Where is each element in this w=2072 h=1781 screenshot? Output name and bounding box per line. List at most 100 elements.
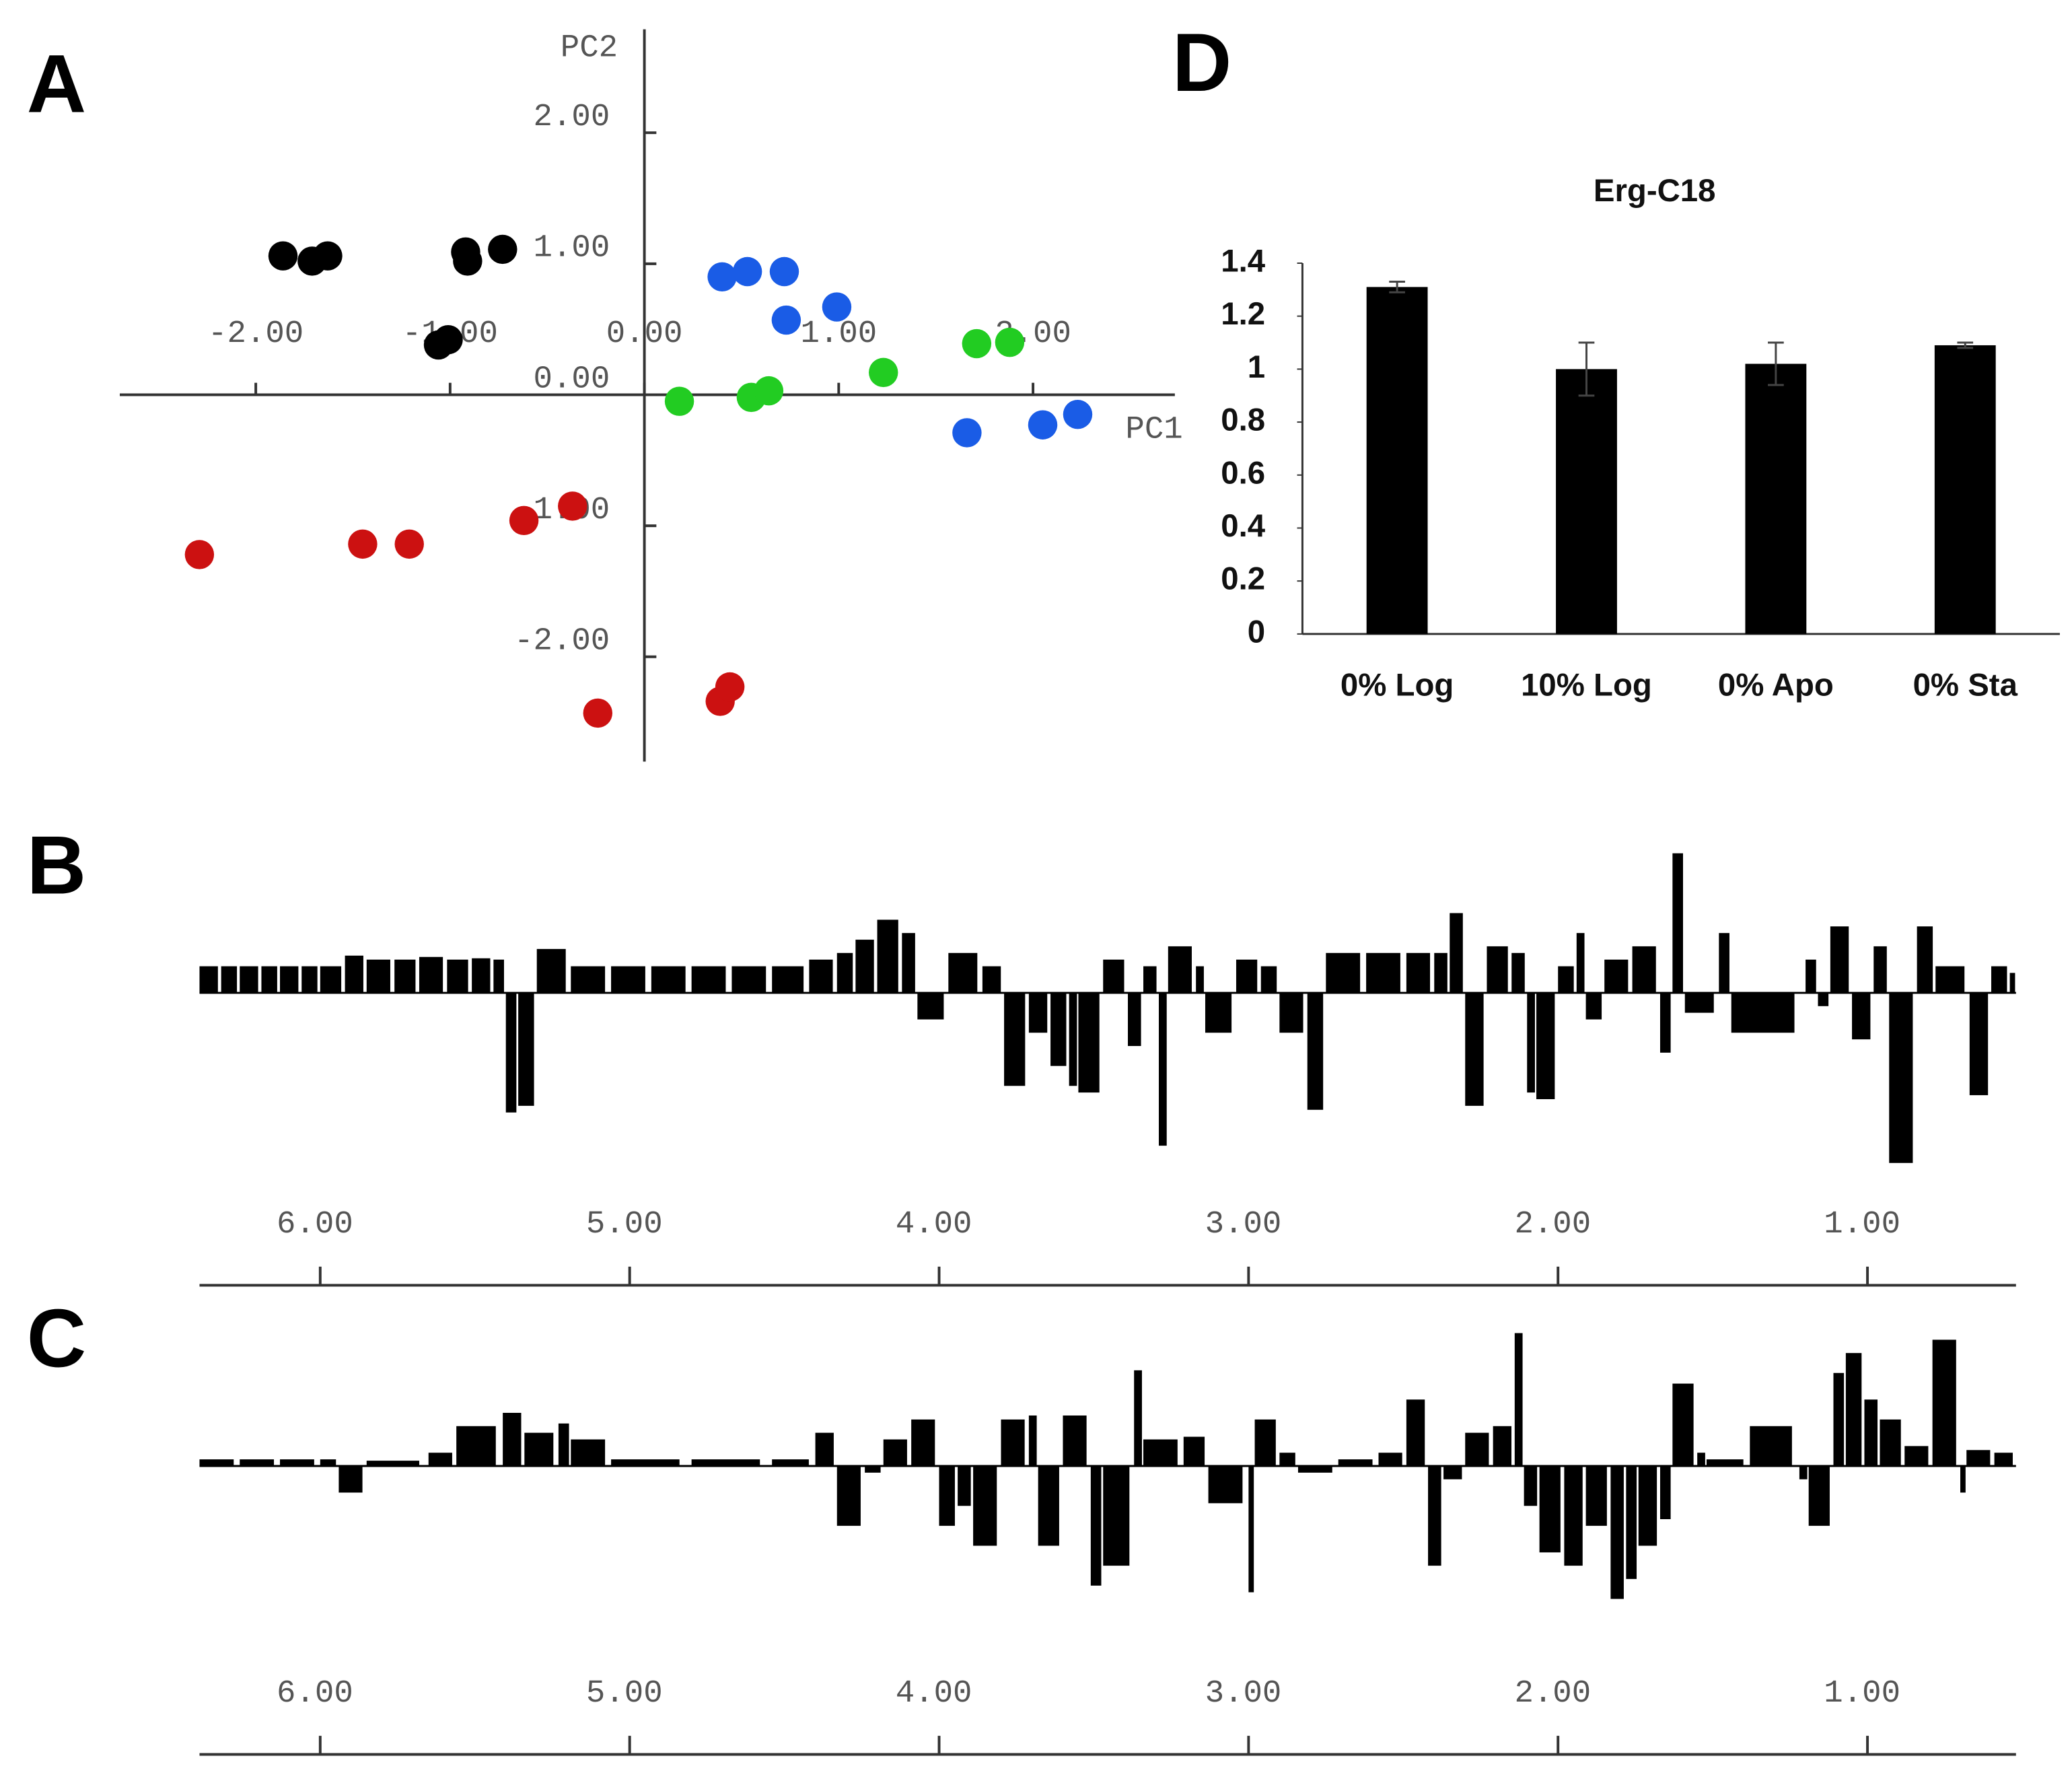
- point: [313, 241, 343, 271]
- x-tick-label: 3.00: [1205, 1207, 1282, 1243]
- error-bar: [1957, 341, 1974, 349]
- point: [952, 418, 982, 448]
- x-tick-label: 4.00: [896, 1676, 972, 1712]
- loading-bar: [1873, 946, 1887, 993]
- loading-bar: [651, 966, 686, 993]
- loading-bar: [1143, 1439, 1178, 1467]
- point: [1028, 410, 1058, 440]
- y-tick-label: 1.4: [1221, 243, 1266, 279]
- y-tick-label: 1.00: [534, 231, 610, 267]
- loading-bar: [1434, 952, 1448, 993]
- loading-bar: [1799, 1466, 1808, 1479]
- x-tick-label: 0% Log: [1341, 667, 1454, 703]
- loading-bar: [772, 1459, 809, 1467]
- loading-bar: [1935, 966, 1965, 993]
- x-tick-label: 10% Log: [1521, 667, 1652, 703]
- loading-bar: [1697, 1453, 1705, 1467]
- loading-bar: [1527, 993, 1535, 1093]
- loading-bar: [1196, 966, 1204, 993]
- error-bar: [1389, 281, 1405, 293]
- loading-bar: [1465, 1432, 1489, 1467]
- loading-bar: [1069, 993, 1077, 1086]
- loading-bar: [1558, 966, 1574, 993]
- x-tick-label: 0% Sta: [1913, 667, 2018, 703]
- y-tick-label: 0.6: [1221, 455, 1265, 491]
- loading-bar: [199, 1459, 234, 1467]
- loading-bar: [1833, 1372, 1845, 1467]
- loading-bar: [1806, 959, 1816, 993]
- loading-bar: [1004, 993, 1026, 1086]
- loading-bar: [240, 966, 258, 993]
- loading-bar: [1378, 1453, 1402, 1467]
- loading-bar: [611, 966, 645, 993]
- loading-bar: [1236, 959, 1258, 993]
- point: [995, 327, 1025, 357]
- panel-label: A: [27, 38, 86, 130]
- loading-bar: [1808, 1466, 1830, 1526]
- x-tick-label: 5.00: [586, 1676, 663, 1712]
- loading-bar: [1493, 1426, 1512, 1467]
- point: [509, 505, 539, 536]
- loading-bar: [1576, 933, 1585, 993]
- loading-bar: [1626, 1466, 1637, 1579]
- bar: [1366, 287, 1428, 634]
- loading-bar: [1917, 926, 1933, 993]
- y-tick-label: 0.00: [534, 361, 610, 397]
- x-tick-label: 4.00: [896, 1207, 972, 1243]
- point: [394, 529, 424, 559]
- loading-bar: [419, 956, 443, 993]
- error-bar: [1578, 341, 1595, 397]
- y-tick-label: 1.2: [1221, 296, 1265, 332]
- loading-bar: [1960, 1466, 1966, 1493]
- point: [869, 357, 898, 388]
- loading-bar: [877, 919, 898, 993]
- loading-bar: [1932, 1339, 1956, 1467]
- loading-bar: [1750, 1426, 1792, 1467]
- loading-bar: [1514, 1333, 1523, 1467]
- point: [1063, 399, 1093, 429]
- loading-bar: [505, 993, 517, 1113]
- loading-bar: [1128, 993, 1141, 1047]
- panel-label: B: [27, 819, 86, 911]
- loading-bar: [1428, 1466, 1441, 1566]
- loading-bar: [1536, 993, 1555, 1100]
- loading-bar: [691, 1459, 760, 1467]
- loading-bar: [1994, 1453, 2013, 1467]
- loading-bar: [911, 1419, 935, 1467]
- loading-bar: [1632, 946, 1656, 993]
- loading-bar: [338, 1466, 363, 1493]
- loading-bar: [1279, 993, 1303, 1033]
- x-tick-label: 3.00: [1205, 1676, 1282, 1712]
- loading-bar: [902, 933, 915, 993]
- loading-bar: [731, 966, 766, 993]
- loading-bar: [558, 1423, 569, 1467]
- y-tick-label: 0.2: [1221, 561, 1265, 597]
- panel-label: D: [1172, 16, 1231, 108]
- loading-bar: [366, 1461, 419, 1467]
- x-tick-label: 1.00: [1824, 1207, 1900, 1243]
- loading-bar: [280, 1459, 314, 1467]
- loading-bar: [1672, 1383, 1694, 1467]
- loading-bar: [691, 966, 726, 993]
- point: [707, 262, 737, 292]
- loading-bar: [1078, 993, 1100, 1093]
- loading-bar: [982, 966, 1001, 993]
- loading-bar: [345, 955, 363, 993]
- loading-bar: [280, 966, 299, 993]
- loading-bar: [1090, 1466, 1102, 1586]
- loading-bar: [1103, 959, 1124, 993]
- y-tick-label: 0.8: [1221, 403, 1265, 438]
- loading-bar: [973, 1466, 997, 1546]
- loading-bar: [456, 1426, 496, 1467]
- y-tick-label: 0: [1248, 614, 1265, 650]
- loading-bar: [1205, 993, 1232, 1033]
- loading-bar: [1672, 853, 1683, 993]
- loading-bar: [1159, 993, 1167, 1146]
- loading-bar: [394, 959, 416, 993]
- bar: [1556, 369, 1617, 634]
- loading-bar: [1719, 933, 1729, 993]
- loading-bar: [1564, 1466, 1583, 1566]
- error-bar: [1768, 341, 1784, 386]
- loading-bar: [1307, 993, 1324, 1110]
